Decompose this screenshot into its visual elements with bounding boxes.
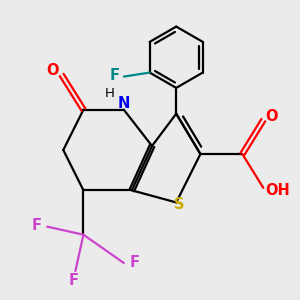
Text: OH: OH [266,183,290,198]
Text: O: O [265,110,278,124]
Text: F: F [110,68,120,83]
Text: S: S [174,197,185,212]
Text: F: F [129,255,139,270]
Text: O: O [46,63,59,78]
Text: F: F [32,218,42,232]
Text: N: N [118,96,130,111]
Text: F: F [69,273,79,288]
Text: H: H [105,87,115,100]
